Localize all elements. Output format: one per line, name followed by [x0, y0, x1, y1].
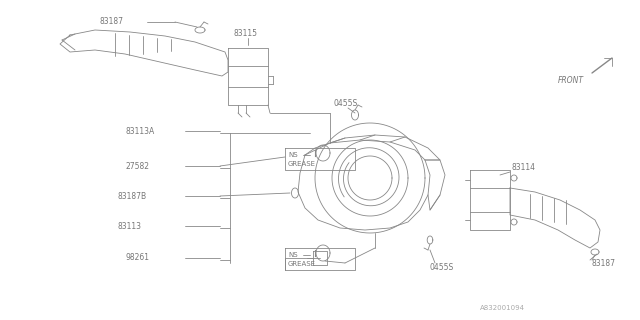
Text: 83113: 83113	[118, 221, 142, 230]
Text: 0455S: 0455S	[334, 99, 358, 108]
Text: A832001094: A832001094	[480, 305, 525, 311]
Text: GREASE: GREASE	[288, 161, 316, 167]
Text: 0455S: 0455S	[430, 263, 454, 273]
Text: 27582: 27582	[126, 162, 150, 171]
Text: GREASE: GREASE	[288, 261, 316, 267]
Text: FRONT: FRONT	[558, 76, 584, 84]
Text: 83187: 83187	[100, 17, 124, 26]
Text: NS: NS	[288, 152, 298, 158]
Text: 83115: 83115	[233, 28, 257, 37]
Text: 98261: 98261	[126, 253, 150, 262]
Text: 83113A: 83113A	[126, 126, 156, 135]
Text: 83187: 83187	[592, 259, 616, 268]
Text: 83114: 83114	[512, 163, 536, 172]
Text: 83187B: 83187B	[118, 191, 147, 201]
Text: NS: NS	[288, 252, 298, 258]
